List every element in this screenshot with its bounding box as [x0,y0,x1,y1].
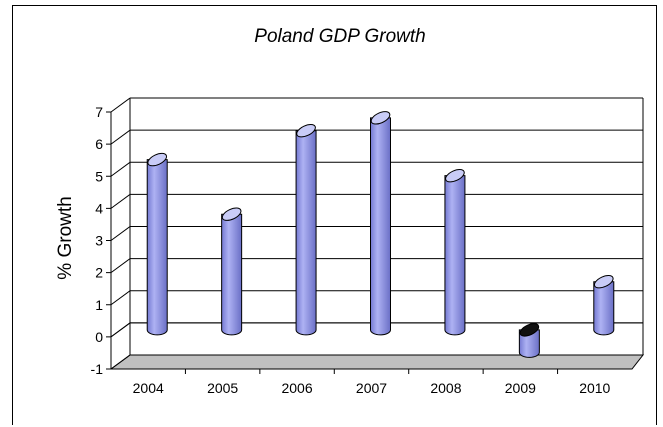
bar-top-2009 [519,323,540,337]
bar-2008 [444,175,466,336]
y-tick-label: 0 [95,329,103,345]
gridline-side [110,226,131,241]
bar-top-2005 [221,207,242,221]
gridline-side [110,290,131,306]
y-tick-label: 4 [95,200,103,216]
bar-2007 [370,117,391,336]
y-axis-label: % Growth [55,196,76,279]
x-tick-label: 2007 [356,380,387,396]
y-tick-label: -1 [91,361,104,377]
bar-top-2006 [296,124,316,138]
x-tick-label: 2008 [430,380,461,396]
gridline-side [110,161,131,177]
y-tick-label: 1 [95,297,103,313]
bar-2006 [295,130,317,336]
chart-floor [109,354,645,370]
y-tick-label: 5 [95,168,103,184]
x-tick-label: 2006 [281,380,312,396]
y-tick-label: 3 [95,233,103,249]
bar-2005 [221,213,243,336]
gridline-side [110,97,131,113]
gridline-side [110,193,131,209]
chart-title: Poland GDP Growth [254,26,425,47]
plot-area: -1 0 1 2 3 4 5 6 7 2004 2005 2006 2007 2008 2009 2010 [91,97,645,396]
zero-line-side [110,322,131,338]
x-tick-label: 2009 [505,380,536,396]
y-tick-label: 2 [95,265,103,281]
y-tick-label: 6 [95,136,103,152]
bar-2010 [593,281,615,336]
bar-top-2010 [593,274,614,289]
bar-top-2007 [370,111,391,125]
bar-2004 [146,159,168,336]
x-tick-label: 2010 [579,380,610,396]
y-tick-label: 7 [95,104,103,120]
gridline-side [110,354,131,370]
x-tick-label: 2005 [207,380,238,396]
x-tick-label: 2004 [133,380,164,396]
bar-top-2004 [147,152,168,167]
gridline-side [110,258,131,274]
bar-top-2008 [445,168,465,183]
bar-2009 [518,329,540,358]
gridline-side [110,129,131,145]
